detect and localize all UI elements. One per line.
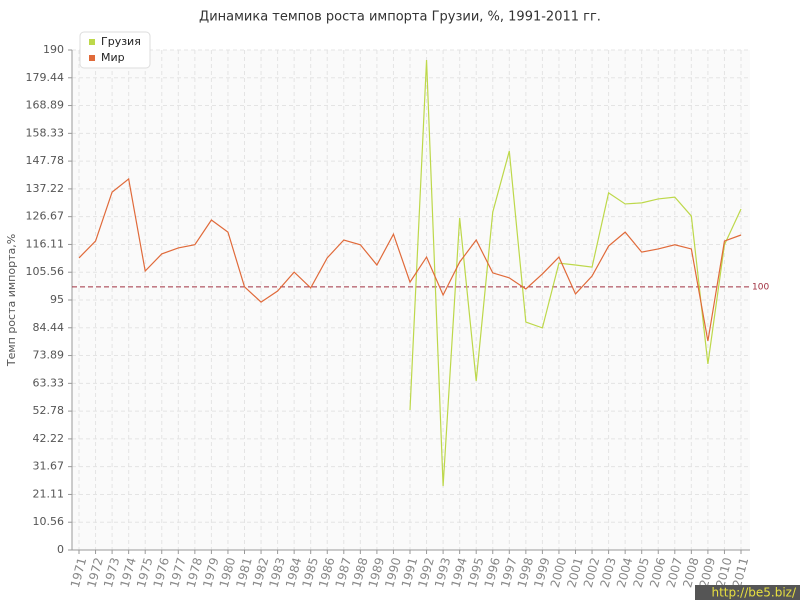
legend-swatch: [89, 55, 95, 61]
y-tick-label: 10.56: [33, 515, 65, 528]
watermark-bg: [695, 585, 800, 600]
y-tick-label: 21.11: [33, 487, 65, 500]
y-tick-label: 179.44: [26, 71, 65, 84]
legend: Грузия Мир: [79, 31, 151, 69]
legend-box: [79, 31, 151, 69]
y-tick-label: 147.78: [26, 154, 65, 167]
y-tick-label: 52.78: [33, 404, 65, 417]
y-tick-label: 84.44: [33, 321, 65, 334]
series-line: [78, 177, 742, 342]
y-tick-label: 190: [43, 43, 64, 56]
y-tick-label: 126.67: [26, 210, 65, 223]
y-tick-label: 31.67: [33, 460, 65, 473]
y-tick-label: 95: [50, 293, 64, 306]
y-axis-label: Темп роста импорта,%: [5, 234, 18, 367]
y-tick-label: 116.11: [26, 237, 65, 250]
reference-label: 100: [752, 282, 769, 292]
legend-label: Мир: [101, 51, 125, 64]
y-tick-label: 168.89: [26, 99, 65, 112]
y-tick-label: 63.33: [33, 376, 65, 389]
y-tick-label: 0: [57, 543, 64, 556]
series-line: [409, 59, 742, 487]
y-tick-label: 158.33: [26, 126, 65, 139]
legend-swatch: [89, 39, 95, 45]
watermark: http://be5.biz/: [711, 586, 796, 600]
y-tick-label: 105.56: [26, 265, 65, 278]
y-tick-label: 42.22: [33, 432, 65, 445]
legend-label: Грузия: [101, 35, 141, 48]
y-tick-label: 73.89: [33, 349, 65, 362]
chart-title: Динамика темпов роста импорта Грузии, %,…: [199, 10, 601, 25]
y-tick-label: 137.22: [26, 182, 65, 195]
